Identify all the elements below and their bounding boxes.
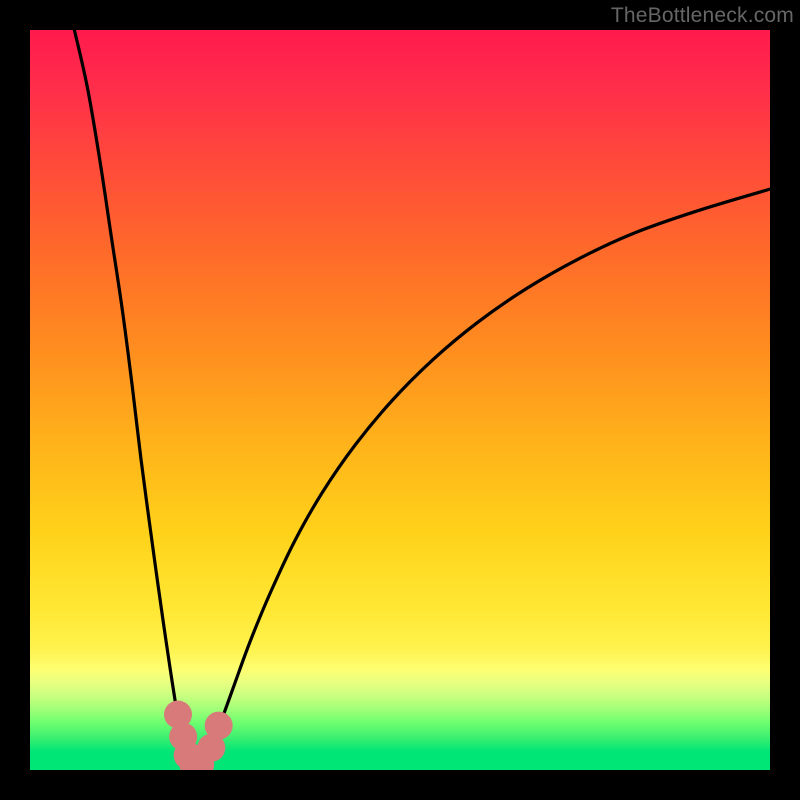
bottleneck-curve-chart bbox=[0, 0, 800, 800]
marker-point bbox=[205, 712, 233, 740]
plot-background bbox=[30, 30, 770, 770]
chart-container: TheBottleneck.com bbox=[0, 0, 800, 800]
